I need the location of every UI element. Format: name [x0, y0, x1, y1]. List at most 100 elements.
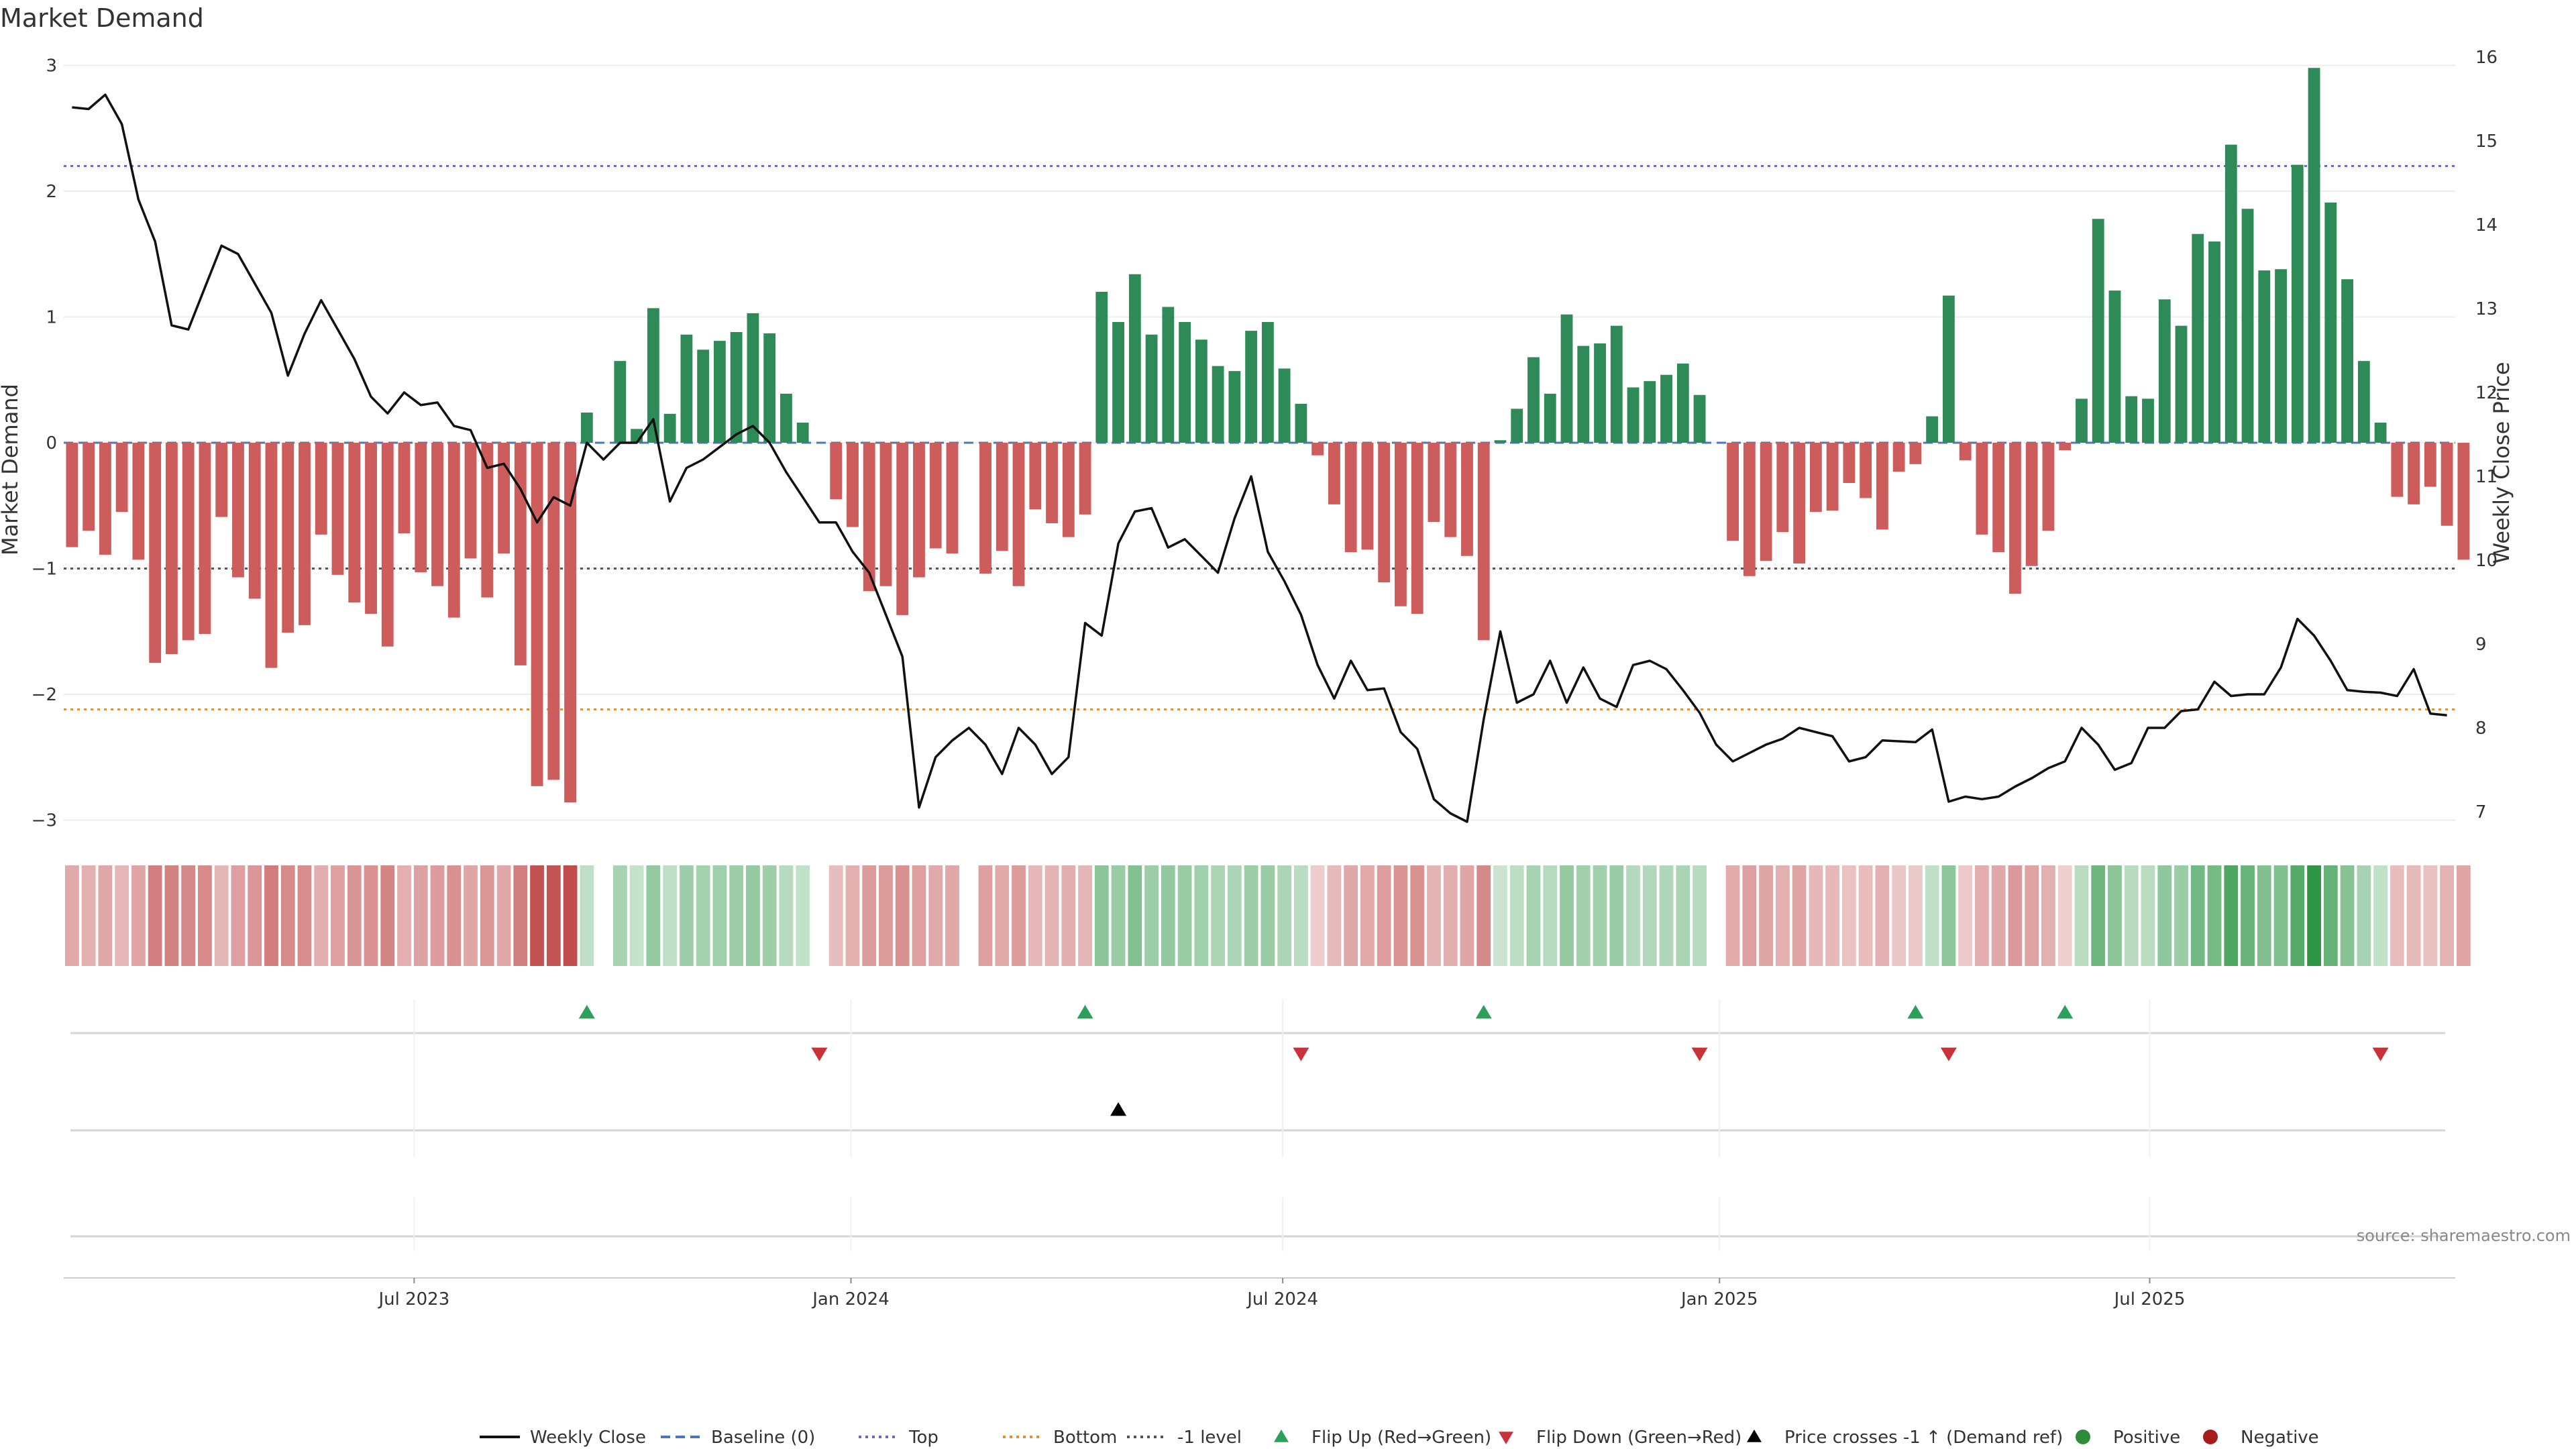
demand-bar [1826, 443, 1839, 511]
heat-cell [1227, 865, 1242, 966]
demand-bar [1046, 443, 1058, 523]
heat-cell [1061, 865, 1076, 966]
heat-cell [1676, 865, 1690, 966]
demand-bar [2192, 233, 2204, 443]
y2-tick-label: 10 [2475, 551, 2498, 571]
x-tick-label: Jul 2025 [2113, 1289, 2186, 1309]
heat-cell [314, 865, 329, 966]
heat-cell [148, 865, 162, 966]
y-axis-title: Market Demand [0, 384, 23, 555]
heat-cell [397, 865, 411, 966]
legend-label: Weekly Close [530, 1428, 646, 1448]
demand-bar [182, 443, 195, 641]
legend-entry: -1 level [1127, 1428, 1242, 1448]
heat-cell [2357, 865, 2371, 966]
y2-axis-title: Weekly Close Price [2489, 362, 2514, 564]
legend-swatch [2203, 1430, 2218, 1444]
heat-cell [2108, 865, 2122, 966]
heat-cell [1443, 865, 1458, 966]
demand-bar [2108, 290, 2121, 443]
demand-bar [2324, 202, 2337, 443]
heat-cell [1892, 865, 1907, 966]
heat-cell [1078, 865, 1092, 966]
heat-cell [513, 865, 528, 966]
legend-swatch [1274, 1430, 1289, 1442]
heat-cell [2224, 865, 2239, 966]
heat-cell [1161, 865, 1175, 966]
demand-bar [199, 443, 211, 634]
demand-bar [481, 443, 494, 598]
demand-bar [1411, 443, 1424, 614]
demand-bar [564, 443, 576, 803]
y2-tick-label: 11 [2475, 467, 2498, 487]
demand-bar [2341, 279, 2353, 443]
demand-bar [1892, 443, 1905, 472]
demand-bar [1992, 443, 2005, 553]
demand-bar [2408, 443, 2420, 504]
demand-bar [1909, 443, 1922, 464]
heat-cell [1742, 865, 1757, 966]
heat-cell [1211, 865, 1226, 966]
heat-cell [413, 865, 428, 966]
heat-cell [646, 865, 661, 966]
demand-bar [713, 341, 726, 443]
event-markers [70, 1000, 2445, 1251]
demand-bar [66, 443, 78, 547]
heat-cell [1593, 865, 1607, 966]
heat-cell [729, 865, 744, 966]
demand-bar [2059, 443, 2072, 451]
demand-bar [348, 443, 361, 603]
heat-cell [2025, 865, 2039, 966]
heat-cell [1759, 865, 1773, 966]
demand-bar [1627, 387, 1640, 443]
y2-tick-label: 9 [2475, 635, 2487, 655]
x-axis: Jul 2023 Jan 2024 Jul 2024 Jan 2025 Jul 2025 [64, 1277, 2455, 1309]
demand-bar [730, 332, 743, 443]
legend-entry: Positive [2076, 1428, 2180, 1448]
demand-bar [415, 443, 427, 573]
flip-down-marker [1940, 1047, 1957, 1061]
heat-cell [2290, 865, 2305, 966]
demand-bar [1395, 443, 1407, 606]
demand-bar [996, 443, 1008, 551]
demand-bar [2042, 443, 2055, 531]
demand-bar [2275, 269, 2287, 443]
demand-bar [1328, 443, 1340, 504]
heat-cell [81, 865, 96, 966]
heat-cell [2323, 865, 2338, 966]
heat-cell [1841, 865, 1856, 966]
heat-cell [1493, 865, 1507, 966]
x-tick-label: Jan 2024 [811, 1289, 890, 1309]
heat-cell [1144, 865, 1159, 966]
x-tick-label: Jul 2023 [377, 1289, 449, 1309]
heat-cell [2141, 865, 2155, 966]
heat-cell [2041, 865, 2055, 966]
price-cross-marker [1110, 1102, 1127, 1116]
heat-cell [1526, 865, 1541, 966]
demand-bar [1444, 443, 1457, 537]
heat-cell [2190, 865, 2205, 966]
demand-bar [2009, 443, 2021, 594]
demand-bar [1527, 357, 1540, 443]
heat-cell [796, 865, 810, 966]
heat-cell [1094, 865, 1109, 966]
legend-label: -1 level [1177, 1428, 1242, 1448]
heat-cell [2091, 865, 2106, 966]
demand-bar [2158, 299, 2171, 443]
demand-bar [447, 443, 460, 618]
heat-cell [1659, 865, 1674, 966]
demand-bar [282, 443, 294, 633]
demand-bar [1577, 345, 1590, 443]
heat-cell [1775, 865, 1790, 966]
heat-cell [2157, 865, 2172, 966]
heat-cell [2373, 865, 2387, 966]
heat-cell [1360, 865, 1375, 966]
flip-up-marker [578, 1005, 595, 1019]
demand-bar [1195, 339, 1208, 443]
heat-cell [297, 865, 312, 966]
demand-bar [1162, 307, 1175, 443]
heat-cell [380, 865, 395, 966]
demand-bar [663, 413, 676, 443]
demand-bar [1095, 292, 1108, 443]
heat-cell [2406, 865, 2421, 966]
